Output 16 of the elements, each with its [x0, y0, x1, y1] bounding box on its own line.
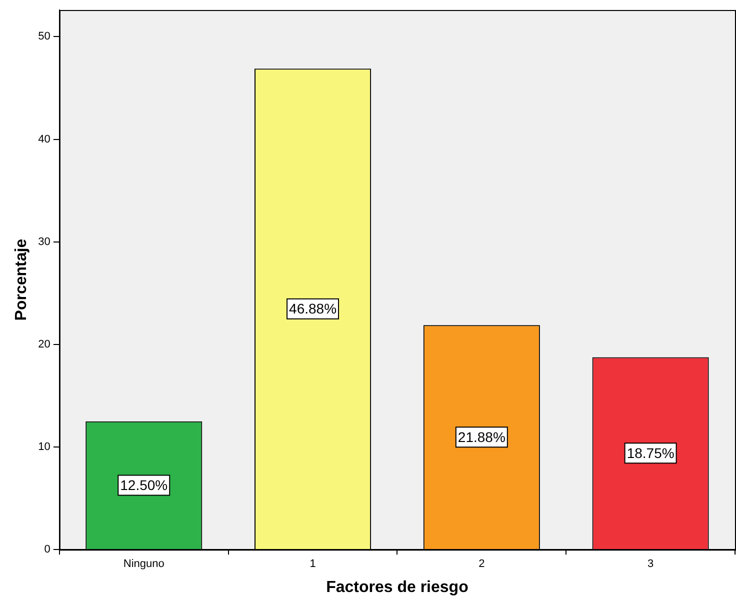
y-tick-label: 0	[44, 544, 50, 556]
y-tick-label: 40	[38, 133, 50, 146]
x-tick-label: 3	[647, 558, 654, 570]
x-axis-title: Factores de riesgo	[326, 578, 469, 596]
y-tick-label: 50	[38, 30, 50, 43]
x-tick-label: 1	[310, 558, 316, 570]
data-label: 21.88%	[458, 428, 506, 445]
y-tick-label: 10	[38, 441, 50, 454]
y-tick-label: 20	[38, 338, 50, 350]
data-label: 12.50%	[120, 477, 168, 494]
x-tick-label: Ninguno	[123, 558, 164, 570]
y-axis-title: Porcentaje	[13, 238, 30, 321]
data-label: 46.88%	[289, 300, 337, 317]
data-label: 18.75%	[626, 445, 674, 462]
y-tick-label: 30	[38, 236, 50, 248]
x-tick-label: 2	[478, 558, 485, 570]
